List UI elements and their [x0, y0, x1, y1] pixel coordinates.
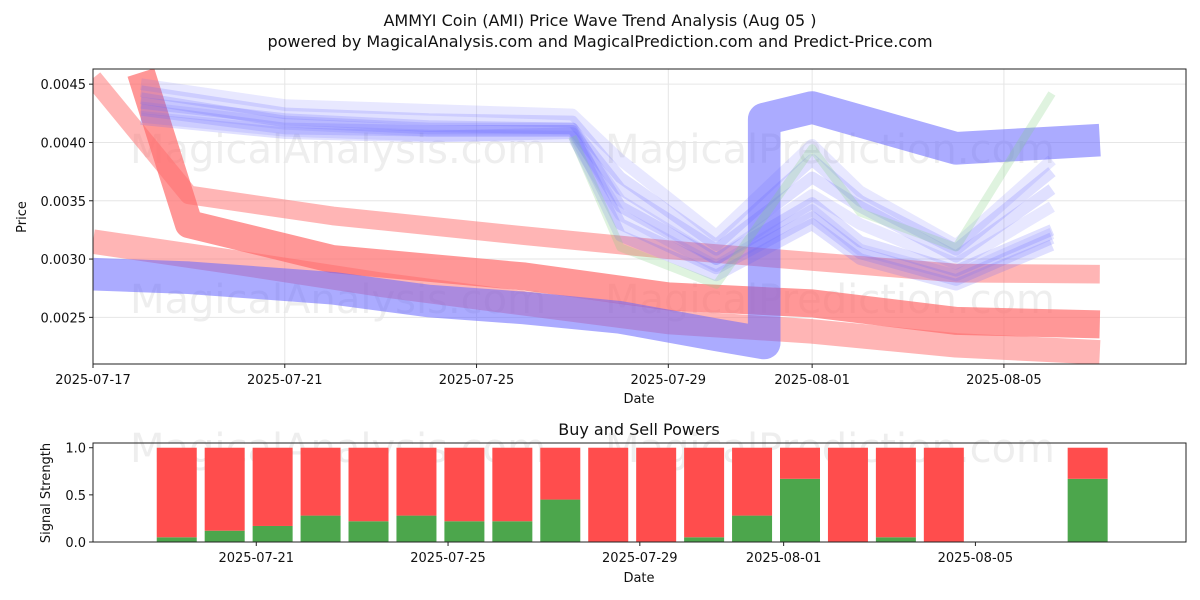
blue-wave-band: [140, 96, 1056, 263]
buy-bar: [875, 537, 916, 542]
y-tick-label: 0.0040: [41, 136, 87, 151]
buy-bar: [780, 478, 821, 542]
price-wave-chart: MagicalAnalysis.com MagicalPrediction.co…: [15, 68, 1187, 407]
blue-wave-band: [140, 101, 1055, 270]
buy-bar: [252, 525, 293, 542]
y-tick-label: 0.0045: [41, 78, 87, 93]
buy-bar: [492, 521, 533, 542]
y-tick-label: 1.0: [65, 442, 86, 457]
x-tick-label: 2025-07-29: [602, 551, 678, 566]
sell-bar: [156, 447, 197, 538]
x-tick-label: 2025-08-05: [938, 551, 1014, 566]
chart-title: AMMYI Coin (AMI) Price Wave Trend Analys…: [383, 11, 816, 30]
buy-bar: [540, 499, 581, 542]
sell-bar: [540, 447, 581, 500]
y-tick-label: 0.0030: [41, 253, 87, 268]
buy-bar: [204, 530, 245, 542]
blue-wave-band: [93, 91, 1101, 360]
buy-bar: [444, 521, 485, 542]
blue-wave-band: [140, 85, 1056, 256]
sell-bar: [636, 447, 677, 542]
buy-bar: [684, 537, 725, 542]
bottom-y-ticks: 0.0 0.5 1.0: [65, 442, 93, 551]
sell-bar: [875, 447, 916, 538]
bottom-y-axis-label: Signal Strength: [39, 443, 54, 543]
y-tick-label: 0.0: [65, 536, 86, 551]
blue-wave-band: [139, 92, 1055, 277]
top-x-axis-label: Date: [623, 392, 654, 407]
sell-bar: [492, 447, 533, 522]
buy-bar: [348, 521, 389, 542]
y-tick-label: 0.0035: [41, 195, 87, 210]
blue-wave-band: [140, 103, 1055, 286]
x-tick-label: 2025-08-01: [774, 373, 850, 388]
sell-bar: [444, 447, 485, 522]
y-tick-label: 0.5: [65, 489, 86, 504]
blue-wave-band: [140, 78, 1056, 251]
sell-bar: [300, 447, 341, 516]
y-tick-label: 0.0025: [41, 311, 87, 326]
top-x-ticks: 2025-07-17 2025-07-21 2025-07-25 2025-07-29…: [55, 364, 1042, 388]
x-tick-label: 2025-07-25: [439, 373, 515, 388]
buy-bar: [396, 515, 437, 542]
sell-bar: [780, 447, 821, 479]
buy-bar: [1067, 478, 1108, 542]
sell-bar: [252, 447, 293, 526]
x-tick-label: 2025-07-21: [247, 373, 323, 388]
price-bands: [93, 69, 1101, 364]
sell-bar: [827, 447, 868, 542]
bottom-x-ticks: 2025-07-21 2025-07-25 2025-07-29 2025-08-01…: [218, 542, 1013, 566]
x-tick-label: 2025-08-01: [746, 551, 822, 566]
buy-bar: [732, 515, 773, 542]
sell-bar: [684, 447, 725, 538]
bottom-x-axis-label: Date: [623, 571, 654, 586]
red-wave-band: [127, 69, 1101, 339]
buy-sell-bars: [156, 447, 1108, 542]
bottom-chart-title: Buy and Sell Powers: [558, 420, 720, 439]
sell-bar: [732, 447, 773, 516]
x-tick-label: 2025-07-29: [631, 373, 707, 388]
sell-bar: [348, 447, 389, 522]
green-wave-band: [568, 91, 1056, 289]
x-tick-label: 2025-07-17: [55, 373, 131, 388]
sell-bar: [923, 447, 964, 542]
blue-wave-band: [140, 113, 1055, 291]
x-tick-label: 2025-07-21: [218, 551, 294, 566]
sell-bar: [1067, 447, 1108, 479]
chart-subtitle: powered by MagicalAnalysis.com and Magic…: [267, 32, 932, 51]
x-tick-label: 2025-08-05: [966, 373, 1042, 388]
x-tick-label: 2025-07-25: [410, 551, 486, 566]
buy-sell-powers-chart: Buy and Sell Powers MagicalAnalysis.com …: [39, 420, 1187, 586]
blue-wave-band: [140, 110, 1055, 282]
top-plot-frame: [92, 68, 1187, 365]
sell-bar: [204, 447, 245, 531]
red-wave-band: [93, 72, 1100, 284]
buy-bar: [300, 515, 341, 542]
top-y-ticks: 0.0025 0.0030 0.0035 0.0040 0.0045: [41, 78, 93, 326]
sell-bar: [396, 447, 437, 516]
top-y-axis-label: Price: [15, 201, 30, 233]
buy-bar: [156, 537, 197, 542]
sell-bar: [588, 447, 629, 542]
